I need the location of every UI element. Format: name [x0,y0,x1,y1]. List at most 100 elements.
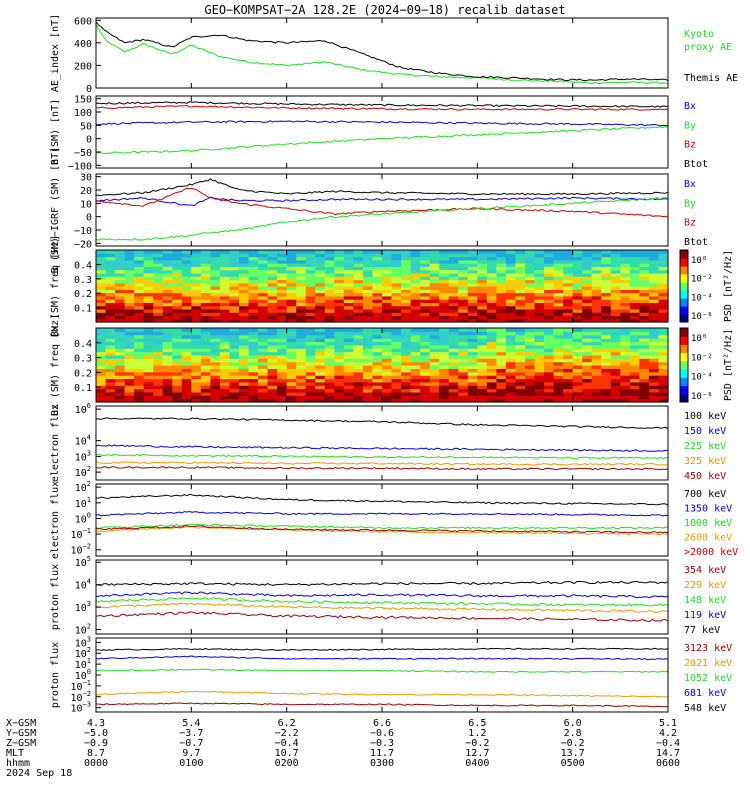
spectrogram-cell [229,341,240,346]
spectrogram-cell [334,292,345,297]
spectrogram-cell [563,398,574,403]
spectrogram-cell [143,318,154,323]
legend-item: By [684,120,696,131]
spectrogram-cell [534,282,545,287]
spectrogram-cell [324,368,335,373]
spectrogram-cell [477,358,488,363]
spectrogram-cell [200,272,211,277]
spectrogram-cell [601,338,612,343]
spectrogram-cell [191,299,202,303]
spectrogram-cell [525,256,536,261]
x-axis-value: 6.5 [468,718,486,729]
spectrogram-cell [467,358,478,363]
spectrogram-cell [200,250,211,254]
spectrogram-cell [277,388,288,393]
spectrogram-cell [267,388,278,393]
spectrogram-cell [343,331,354,336]
spectrogram-cell [563,328,574,332]
spectrogram-cell [267,371,278,376]
spectrogram-cell [620,256,631,261]
spectrogram-cell [477,299,488,303]
spectrogram-cell [420,282,431,287]
y-tick-base: 10 [75,405,87,416]
spectrogram-cell [572,388,583,393]
spectrogram-cell [610,368,621,373]
spectrogram-cell [315,256,326,261]
spectrogram-cell [277,334,288,339]
spectrogram-cell [448,338,459,343]
spectrogram-cell [515,292,526,297]
spectrogram-cell [601,299,612,303]
spectrogram-cell [582,263,593,267]
spectrogram-cell [429,331,440,336]
x-axis-value: −0.6 [370,728,394,739]
x-axis-row-label: Z−GSM [6,738,36,749]
spectrogram-cell [372,289,383,294]
spectrogram-cell [343,282,354,287]
spectrogram-cell [362,266,374,271]
spectrogram-cell [124,334,135,339]
spectrogram-cell [620,312,631,317]
spectrogram-cell [563,269,574,274]
spectrogram-cell [429,295,440,300]
spectrogram-cell [372,292,383,297]
spectrogram-cell [601,398,612,403]
spectrogram-cell [315,272,326,277]
spectrogram-cell [486,375,497,380]
spectrogram-cell [258,351,269,356]
spectrogram-cell [525,398,536,403]
spectrogram-cell [382,341,393,346]
spectrogram-cell [115,292,126,297]
spectrogram-cell [210,341,221,346]
spectrogram-cell [591,391,602,396]
spectrogram-cell [467,371,478,376]
spectrogram-cell [315,338,326,343]
spectrogram-cell [429,381,440,386]
spectrogram-cell [296,354,307,359]
spectrogram-cell [343,318,354,323]
spectrogram-cell [505,365,517,369]
legend-item: Kyoto [684,29,714,40]
spectrogram-cell [286,295,297,300]
spectrogram-cell [277,344,288,349]
spectrogram-cell [496,279,507,284]
spectrogram-cell [162,385,173,390]
spectrogram-cell [439,381,450,386]
spectrogram-cell [458,312,469,317]
spectrogram-cell [515,331,526,336]
spectrogram-cell [572,315,583,320]
spectrogram-cell [525,375,536,380]
spectrogram-cell [210,361,221,366]
spectrogram-cell [591,250,602,254]
spectrogram-cell [563,358,574,363]
spectrogram-cell [324,388,335,393]
spectrogram-cell [305,395,316,400]
spectrogram-cell [439,398,450,403]
spectrogram-cell [172,253,183,258]
spectrogram-cell [172,305,183,310]
spectrogram-cell [658,289,669,294]
spectrogram-cell [200,266,211,271]
spectrogram-cell [200,375,211,380]
spectrogram-cell [534,395,545,400]
spectrogram-cell [305,334,316,339]
spectrogram-cell [572,334,583,339]
spectrogram-cell [458,282,469,287]
spectrogram-cell [258,344,269,349]
spectrogram-cell [525,279,536,284]
spectrogram-cell [658,334,669,339]
spectrogram-cell [239,286,250,290]
spectrogram-cell [210,378,221,383]
spectrogram-cell [563,331,574,336]
spectrogram-cell [582,276,593,281]
spectrogram-cell [448,272,459,277]
spectrogram-cell [296,371,307,376]
series-line-bz [95,187,669,218]
spectrogram-cell [115,398,126,403]
spectrogram-cell [610,375,621,380]
spectrogram-cell [96,286,107,290]
spectrogram-cell [210,289,221,294]
spectrogram-cell [239,292,250,297]
spectrogram-cell [324,253,335,258]
